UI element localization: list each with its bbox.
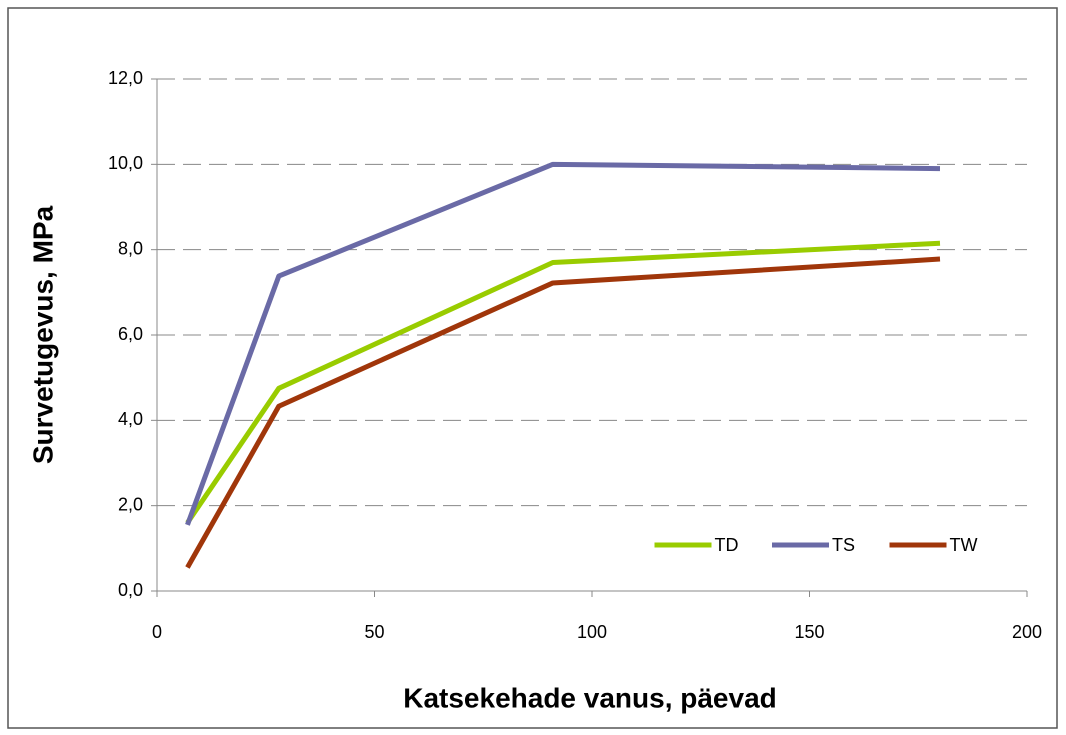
y-tick-label: 6,0 bbox=[118, 324, 143, 344]
y-tick-label: 4,0 bbox=[118, 409, 143, 429]
y-tick-label: 2,0 bbox=[118, 494, 143, 514]
series-line bbox=[185, 161, 941, 526]
x-axis-title: Katsekehade vanus, päevad bbox=[403, 682, 777, 713]
y-axis-title: Survetugevus, MPa bbox=[27, 205, 58, 464]
legend-label: TD bbox=[715, 535, 739, 555]
x-tick-label: 50 bbox=[364, 622, 384, 642]
y-tick-label: 12,0 bbox=[108, 68, 143, 88]
x-tick-label: 100 bbox=[577, 622, 607, 642]
y-tick-label: 0,0 bbox=[118, 580, 143, 600]
x-tick-label: 200 bbox=[1012, 622, 1042, 642]
series-line bbox=[185, 256, 941, 569]
series-line bbox=[185, 240, 941, 525]
y-tick-label: 8,0 bbox=[118, 238, 143, 258]
chart-border bbox=[7, 7, 1058, 729]
x-tick-label: 0 bbox=[152, 622, 162, 642]
legend-label: TW bbox=[950, 535, 978, 555]
y-tick-label: 10,0 bbox=[108, 153, 143, 173]
legend-label: TS bbox=[832, 535, 855, 555]
x-tick-label: 150 bbox=[794, 622, 824, 642]
